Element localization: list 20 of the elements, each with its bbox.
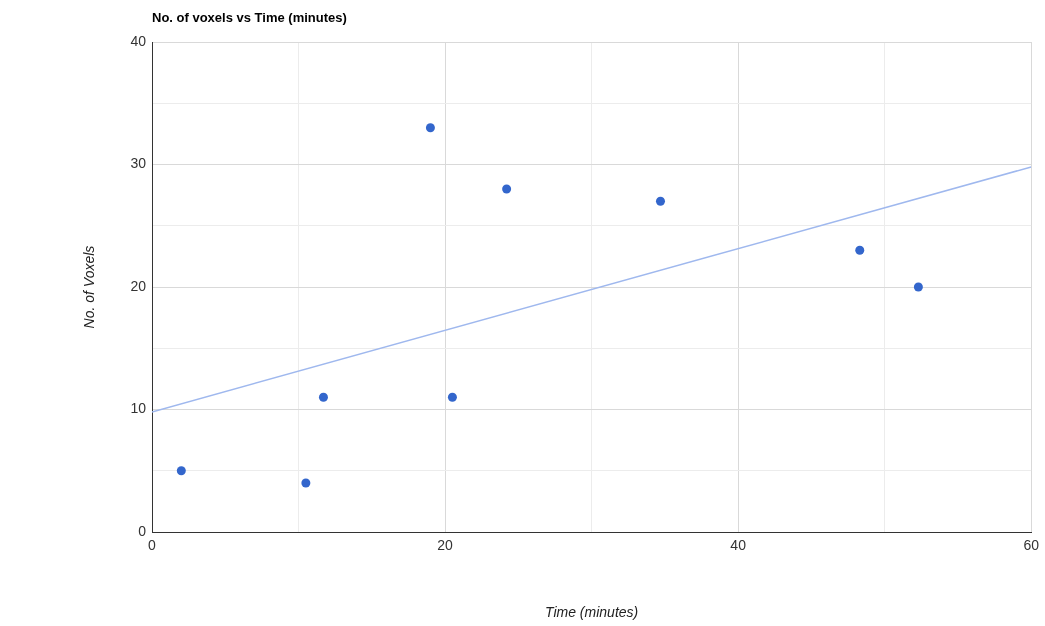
chart-title: No. of voxels vs Time (minutes)	[152, 9, 347, 25]
y-tick-label: 20	[130, 277, 147, 294]
point	[447, 392, 457, 402]
y-tick-label: 30	[130, 155, 147, 172]
point	[318, 392, 328, 402]
x-tick-label: 20	[437, 537, 454, 554]
y-tick-label: 0	[138, 522, 147, 539]
y-tick-label: 10	[130, 400, 147, 417]
x-axis-title: Time (minutes)	[544, 604, 639, 621]
y-tick-label: 40	[130, 32, 147, 49]
point	[176, 466, 186, 476]
x-tick-label: 40	[730, 537, 747, 554]
point	[301, 478, 311, 488]
x-tick-label: 60	[1023, 537, 1040, 554]
y-axis-title: No. of Voxels	[81, 245, 98, 329]
point	[913, 282, 923, 292]
point	[502, 184, 512, 194]
point	[425, 123, 435, 133]
point	[855, 245, 865, 255]
point	[655, 196, 665, 206]
